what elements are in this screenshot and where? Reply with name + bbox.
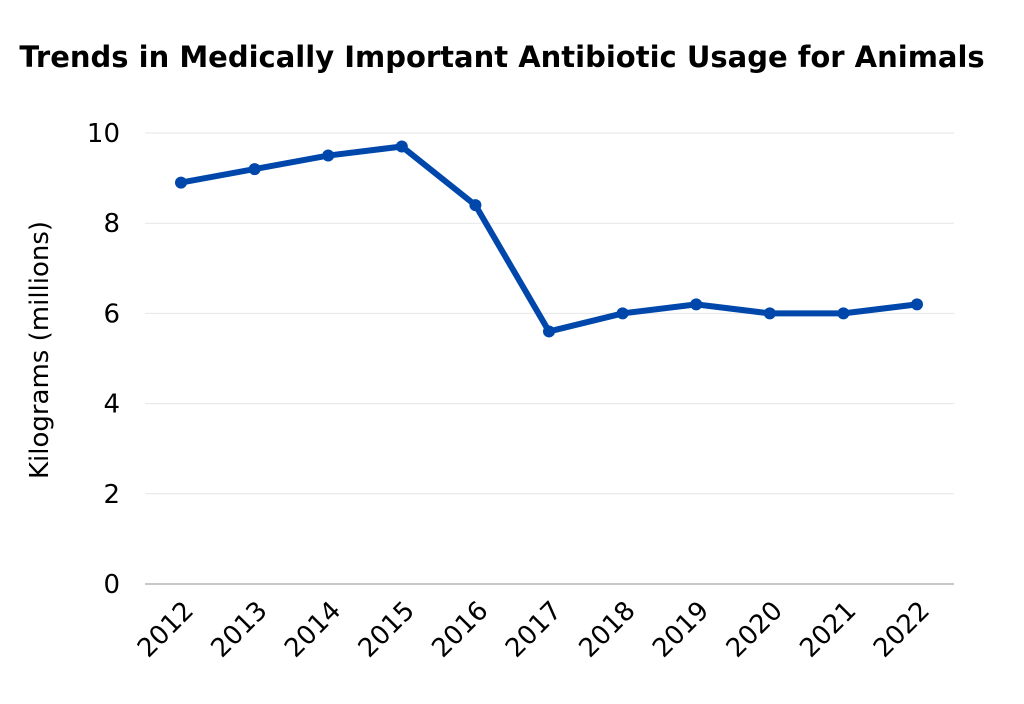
gridlines xyxy=(145,132,954,495)
x-tick-label: 2014 xyxy=(279,596,347,664)
data-point xyxy=(616,307,629,320)
data-point xyxy=(469,199,482,212)
x-tick-label: 2018 xyxy=(574,596,642,664)
data-point xyxy=(690,298,703,311)
y-tick-label: 2 xyxy=(103,480,120,510)
data-point xyxy=(248,163,261,176)
y-tick-label: 0 xyxy=(103,570,120,600)
y-tick-label: 4 xyxy=(103,390,120,420)
data-point xyxy=(543,325,555,338)
series-line-group xyxy=(175,140,923,338)
y-tick-label: 6 xyxy=(103,299,120,329)
data-point xyxy=(175,176,187,189)
x-tick-label: 2015 xyxy=(353,596,421,664)
x-tick-label: 2017 xyxy=(500,596,568,664)
y-tick-labels: 0 2 4 6 8 10 xyxy=(87,119,120,600)
x-tick-label: 2022 xyxy=(868,596,936,664)
y-tick-label: 8 xyxy=(103,209,120,239)
x-tick-labels: 2012 2013 2014 2015 2016 2017 2018 2019 2020 2021… xyxy=(132,596,936,664)
data-point xyxy=(763,307,776,320)
x-tick-label: 2016 xyxy=(426,596,494,664)
x-tick-label: 2013 xyxy=(206,596,274,664)
x-tick-label: 2020 xyxy=(721,596,789,664)
chart-title: Trends in Medically Important Antibiotic… xyxy=(19,40,984,74)
data-point xyxy=(837,307,850,320)
data-point xyxy=(911,298,923,311)
data-point xyxy=(395,140,408,153)
x-tick-label: 2012 xyxy=(132,596,200,664)
x-tick-label: 2019 xyxy=(647,596,715,664)
data-point xyxy=(322,149,335,162)
x-tick-label: 2021 xyxy=(794,596,862,664)
series-line xyxy=(178,143,920,335)
y-axis-label: Kilograms (millions) xyxy=(25,221,55,479)
y-tick-label: 10 xyxy=(87,119,120,149)
